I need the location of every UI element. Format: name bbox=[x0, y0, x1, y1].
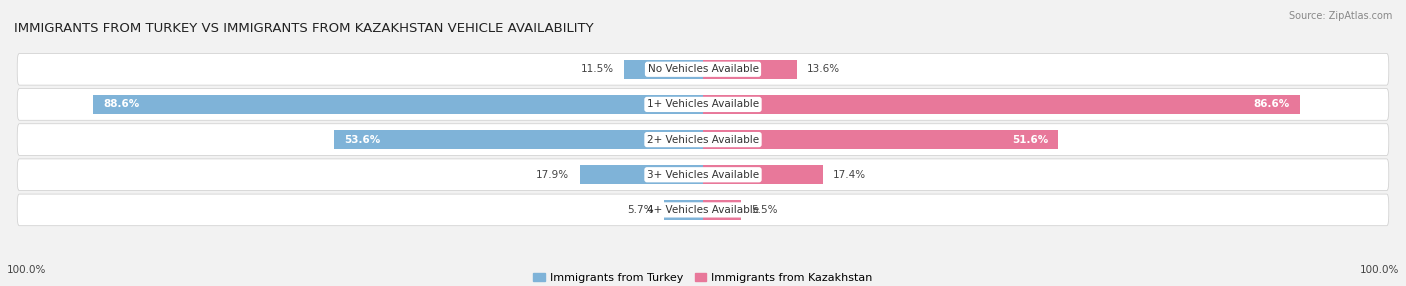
Text: 2+ Vehicles Available: 2+ Vehicles Available bbox=[647, 135, 759, 145]
FancyBboxPatch shape bbox=[17, 53, 1389, 85]
Bar bbox=[333, 130, 703, 149]
Text: 100.0%: 100.0% bbox=[7, 265, 46, 275]
Text: 53.6%: 53.6% bbox=[344, 135, 380, 145]
Text: 13.6%: 13.6% bbox=[807, 64, 841, 74]
Text: 51.6%: 51.6% bbox=[1012, 135, 1047, 145]
Legend: Immigrants from Turkey, Immigrants from Kazakhstan: Immigrants from Turkey, Immigrants from … bbox=[533, 273, 873, 283]
Bar bbox=[703, 200, 741, 220]
Text: 17.4%: 17.4% bbox=[834, 170, 866, 180]
Text: No Vehicles Available: No Vehicles Available bbox=[648, 64, 758, 74]
Text: 4+ Vehicles Available: 4+ Vehicles Available bbox=[647, 205, 759, 215]
Text: 1+ Vehicles Available: 1+ Vehicles Available bbox=[647, 100, 759, 110]
Text: 88.6%: 88.6% bbox=[103, 100, 139, 110]
Bar bbox=[664, 200, 703, 220]
Text: 3+ Vehicles Available: 3+ Vehicles Available bbox=[647, 170, 759, 180]
Text: 5.5%: 5.5% bbox=[751, 205, 778, 215]
Text: 86.6%: 86.6% bbox=[1253, 100, 1289, 110]
FancyBboxPatch shape bbox=[17, 159, 1389, 190]
Text: 100.0%: 100.0% bbox=[1360, 265, 1399, 275]
FancyBboxPatch shape bbox=[17, 194, 1389, 226]
Text: Source: ZipAtlas.com: Source: ZipAtlas.com bbox=[1288, 11, 1392, 21]
FancyBboxPatch shape bbox=[17, 89, 1389, 120]
Bar bbox=[93, 95, 703, 114]
Bar bbox=[703, 95, 1299, 114]
Bar bbox=[624, 59, 703, 79]
Text: IMMIGRANTS FROM TURKEY VS IMMIGRANTS FROM KAZAKHSTAN VEHICLE AVAILABILITY: IMMIGRANTS FROM TURKEY VS IMMIGRANTS FRO… bbox=[14, 22, 593, 35]
Text: 11.5%: 11.5% bbox=[581, 64, 613, 74]
FancyBboxPatch shape bbox=[17, 124, 1389, 155]
Bar bbox=[703, 130, 1059, 149]
Bar bbox=[579, 165, 703, 184]
Bar bbox=[703, 59, 797, 79]
Bar bbox=[703, 165, 823, 184]
Text: 17.9%: 17.9% bbox=[536, 170, 569, 180]
Text: 5.7%: 5.7% bbox=[627, 205, 654, 215]
